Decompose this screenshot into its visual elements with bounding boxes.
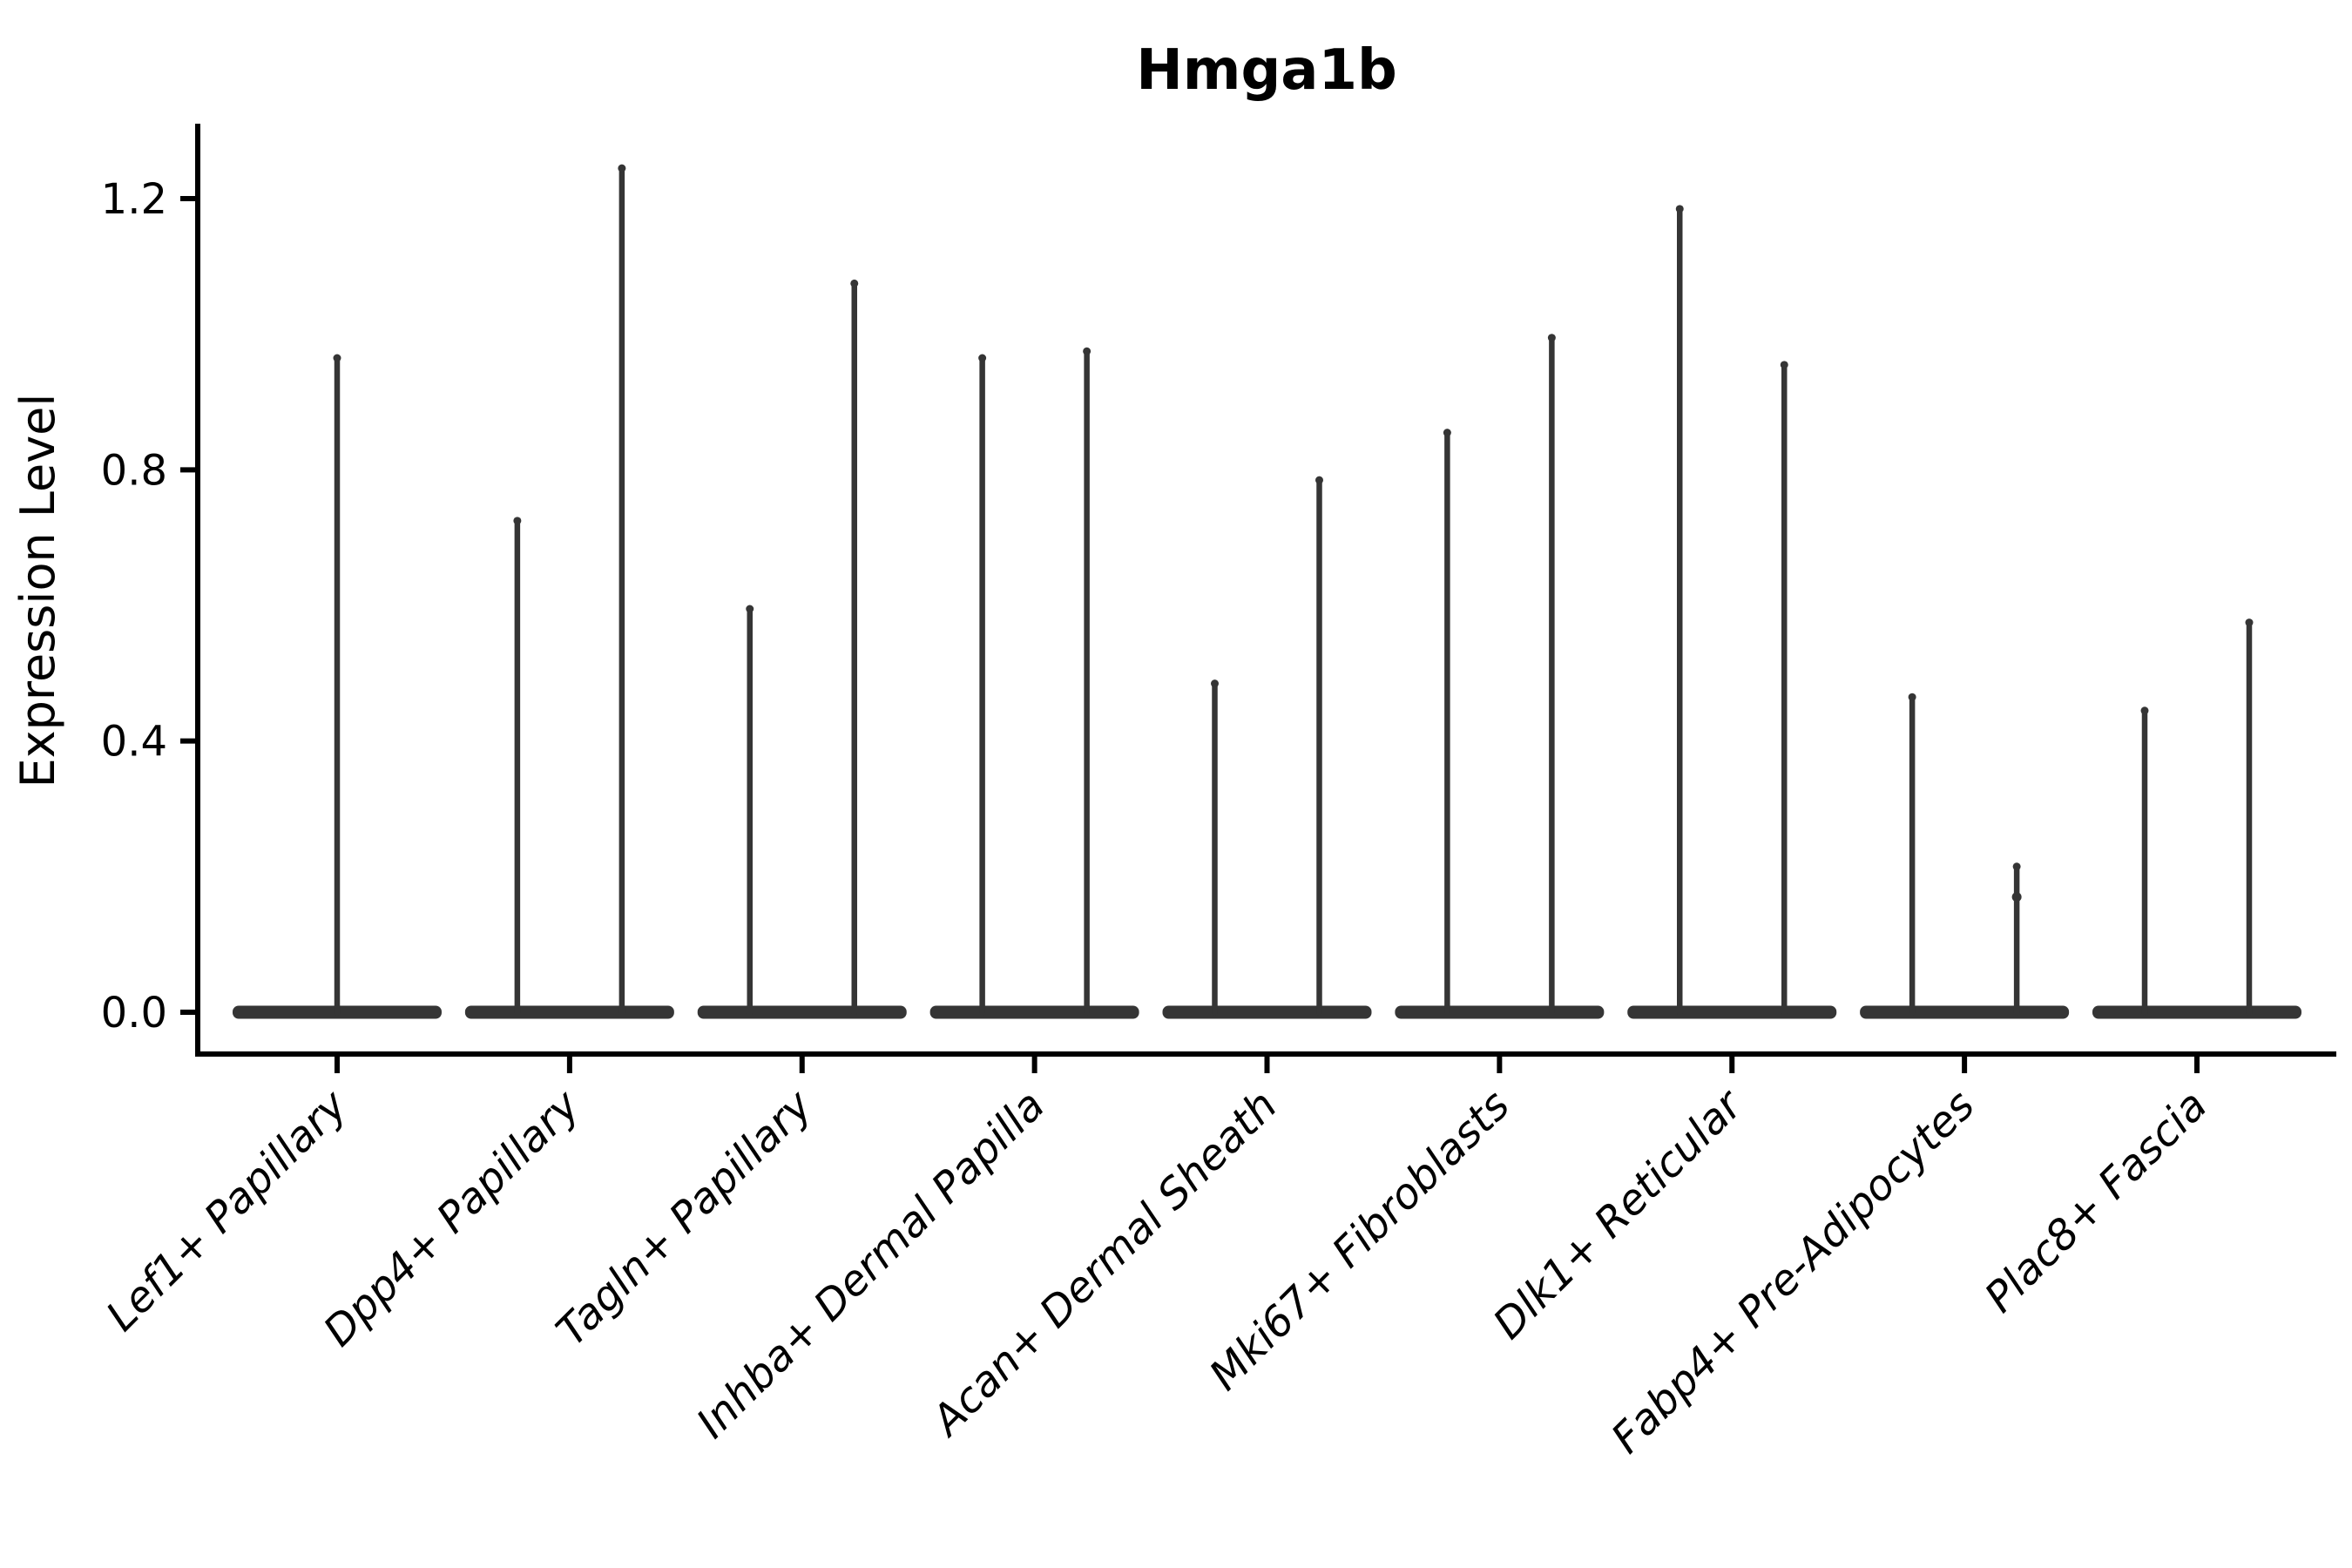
violin-category — [929, 347, 1139, 1019]
y-tick-label: 0.4 — [101, 718, 167, 767]
violin-spike-cap — [513, 517, 522, 525]
violin-category — [464, 164, 674, 1019]
violin-spike-cap — [2012, 862, 2021, 871]
violin-spike-cap — [1315, 476, 1323, 484]
violin-category — [1627, 205, 1837, 1019]
violin-spike — [334, 355, 341, 1016]
x-tick-label: Dlk1+ Reticular — [1484, 1079, 1754, 1349]
violin-category — [1162, 476, 1372, 1019]
x-tick-label: Lef1+ Papillary — [97, 1080, 357, 1341]
violin-spike-cap — [618, 164, 626, 172]
violin-body — [2092, 1005, 2301, 1019]
violin-spike-cap — [2245, 618, 2254, 627]
violin-spike-cap — [1083, 347, 1092, 355]
violin-body — [1395, 1005, 1605, 1019]
violin-body — [464, 1005, 674, 1019]
y-axis-label: Expression Level — [10, 394, 65, 788]
violin-spike — [851, 280, 857, 1016]
violins — [233, 164, 2301, 1019]
violin-spike-cap — [746, 605, 754, 613]
violin-body — [929, 1005, 1139, 1019]
violin-spike — [1549, 334, 1555, 1016]
violin-spike — [1212, 679, 1218, 1016]
y-tick-label: 0.0 — [101, 989, 167, 1037]
violin-spike-cap — [978, 354, 987, 362]
violin-body — [1860, 1005, 2070, 1019]
violin-category — [1860, 693, 2070, 1019]
violin-spike — [514, 517, 521, 1016]
x-tick-label: Tagln+ Papillary — [547, 1080, 822, 1355]
violin-spike — [2141, 706, 2148, 1016]
violin-spike-cap — [1443, 429, 1451, 437]
y-tick-label: 1.2 — [101, 175, 167, 224]
violin-spike — [1316, 476, 1322, 1016]
violin-category — [233, 354, 442, 1019]
violin-category — [697, 279, 907, 1019]
violin-spike — [1781, 361, 1788, 1016]
violin-spike-cap — [1211, 679, 1219, 688]
violin-category — [1395, 334, 1605, 1019]
chart-title: Hmga1b — [1136, 38, 1397, 103]
violin-spike-cap — [333, 354, 341, 362]
violin-spike — [1444, 429, 1450, 1016]
violin-density-bump — [2011, 892, 2022, 902]
y-tick-label: 0.8 — [101, 446, 167, 495]
violin-spike — [747, 605, 753, 1016]
violin-spike — [1909, 693, 1916, 1016]
violin-spike — [1084, 348, 1090, 1016]
violin-body — [1162, 1005, 1372, 1019]
violin-spike-cap — [2140, 706, 2149, 715]
violin-spike — [979, 355, 985, 1016]
violin-spike-cap — [1908, 693, 1916, 701]
violin-spike — [2246, 618, 2253, 1016]
violin-spike — [618, 165, 625, 1016]
violin-body — [1627, 1005, 1837, 1019]
violin-spike — [1677, 205, 1683, 1016]
violin-category — [2092, 618, 2301, 1019]
violin-spike-cap — [1675, 205, 1684, 213]
violin-spike-cap — [850, 279, 859, 287]
violin-body — [697, 1005, 907, 1019]
violin-spike — [2013, 862, 2020, 1016]
violin-spike-cap — [1780, 361, 1788, 369]
violin-spike-cap — [1547, 334, 1556, 342]
x-tick-label: Dpp4+ Papillary — [314, 1080, 590, 1355]
x-tick-label: Plac8+ Fascia — [1976, 1081, 2217, 1322]
y-axis-ticks: 0.0 0.4 0.8 1.2 — [101, 175, 198, 1037]
